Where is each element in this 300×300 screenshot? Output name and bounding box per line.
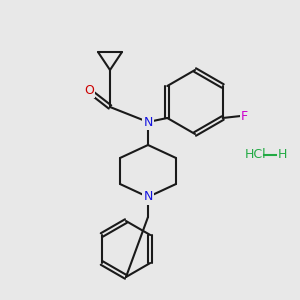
Text: H: H xyxy=(278,148,287,161)
Text: F: F xyxy=(241,110,248,122)
Text: HCl: HCl xyxy=(245,148,267,161)
Text: N: N xyxy=(143,190,153,203)
Text: N: N xyxy=(143,116,153,128)
Text: O: O xyxy=(84,83,94,97)
